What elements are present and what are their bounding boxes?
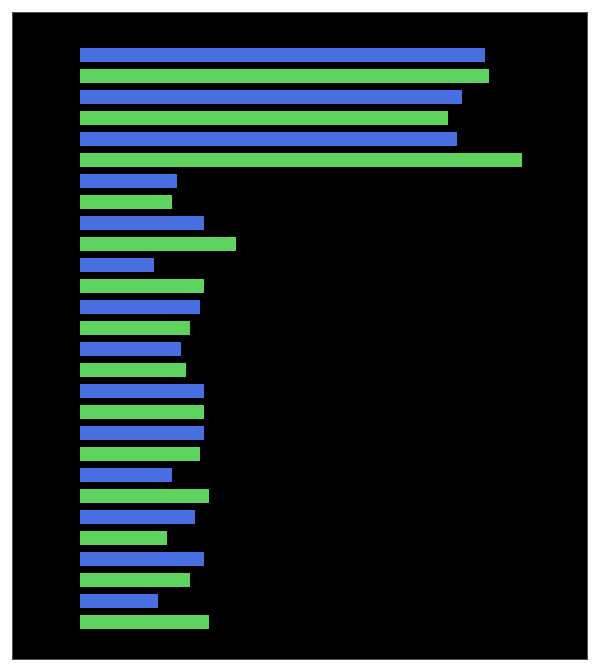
bar-13 <box>80 321 190 335</box>
bar-19 <box>80 447 200 461</box>
bar-16 <box>80 384 204 398</box>
bar-20 <box>80 468 172 482</box>
bar-4 <box>80 132 457 146</box>
bar-3 <box>80 111 448 125</box>
bar-26 <box>80 594 158 608</box>
bar-9 <box>80 237 236 251</box>
bar-17 <box>80 405 204 419</box>
bar-25 <box>80 573 190 587</box>
bar-15 <box>80 363 186 377</box>
bar-0 <box>80 48 485 62</box>
bar-1 <box>80 69 489 83</box>
bar-27 <box>80 615 209 629</box>
bar-12 <box>80 300 200 314</box>
bar-10 <box>80 258 154 272</box>
bar-2 <box>80 90 462 104</box>
bar-6 <box>80 174 177 188</box>
bar-5 <box>80 153 522 167</box>
bar-7 <box>80 195 172 209</box>
chart-plot-area <box>80 48 540 648</box>
bar-23 <box>80 531 167 545</box>
bar-24 <box>80 552 204 566</box>
bar-8 <box>80 216 204 230</box>
bar-14 <box>80 342 181 356</box>
bar-18 <box>80 426 204 440</box>
bar-22 <box>80 510 195 524</box>
bar-21 <box>80 489 209 503</box>
bar-11 <box>80 279 204 293</box>
